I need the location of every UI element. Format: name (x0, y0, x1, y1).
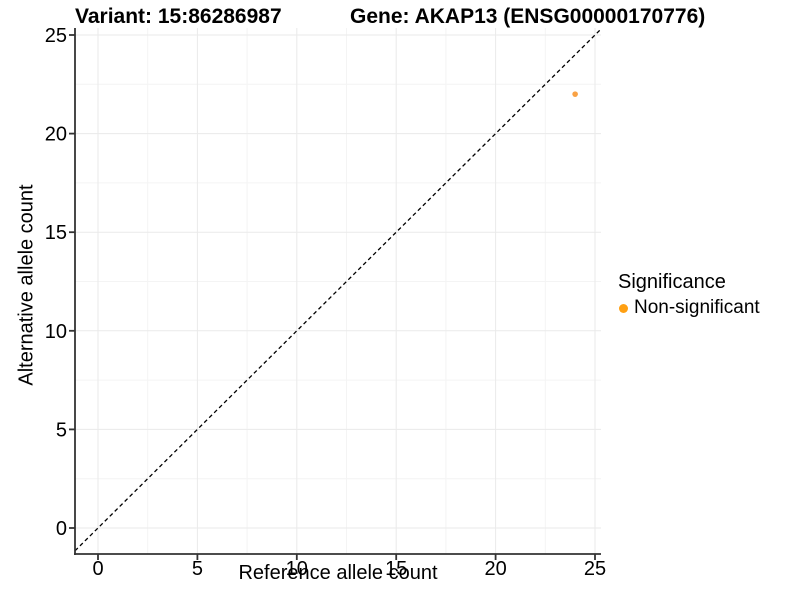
y-tick-label: 15 (45, 222, 67, 244)
plot-title-variant: Variant: 15:86286987 (75, 5, 282, 28)
x-tick-label: 10 (286, 558, 308, 580)
y-axis-title: Alternative allele count (15, 184, 38, 386)
legend-point-icon (619, 303, 628, 313)
y-tick-label: 25 (45, 25, 67, 47)
x-tick-label: 15 (385, 558, 407, 580)
x-tick-label: 5 (192, 558, 203, 580)
y-tick-label: 10 (45, 321, 67, 343)
y-tick-label: 5 (56, 419, 67, 441)
x-tick-label: 0 (92, 558, 103, 580)
legend: Significance Non-significant (618, 270, 760, 319)
y-tick-label: 20 (45, 124, 67, 146)
identity-dashed-line (74, 28, 602, 552)
data-point (572, 91, 578, 97)
legend-item: Non-significant (618, 297, 760, 319)
x-tick-label: 25 (584, 558, 606, 580)
x-axis-title: Reference allele count (238, 562, 438, 584)
y-tick-label: 0 (56, 518, 67, 540)
legend-title: Significance (618, 271, 726, 293)
x-tick-label: 20 (484, 558, 506, 580)
plot-title-gene: Gene: AKAP13 (ENSG00000170776) (350, 5, 706, 28)
legend-item-label: Non-significant (634, 297, 760, 318)
